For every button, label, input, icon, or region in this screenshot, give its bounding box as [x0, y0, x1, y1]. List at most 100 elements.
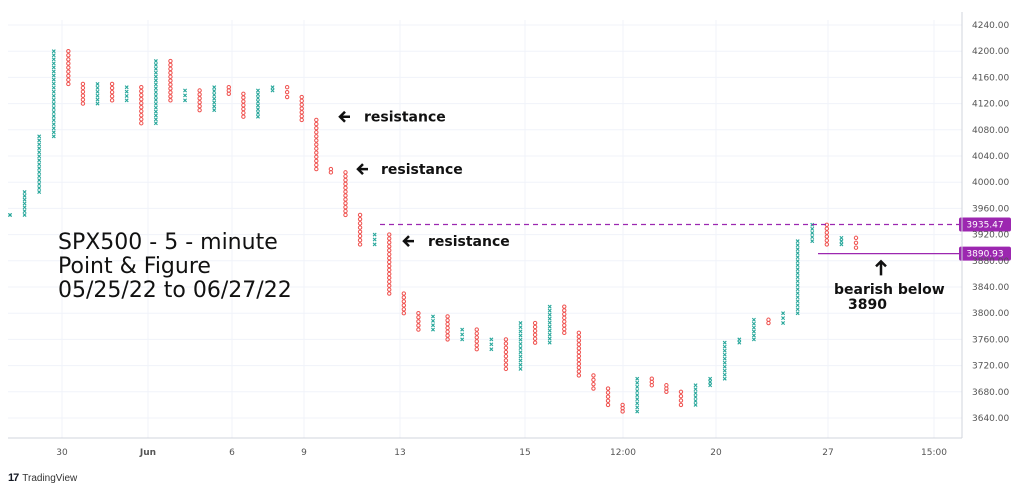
o-column — [766, 317, 771, 326]
o-box — [387, 248, 392, 253]
x-column — [95, 81, 100, 106]
x-column — [37, 134, 42, 195]
o-box — [168, 58, 173, 64]
x-box — [124, 98, 129, 103]
up-arrow-icon — [875, 259, 887, 276]
x-box — [795, 299, 800, 304]
o-box — [562, 323, 567, 328]
o-box — [503, 349, 509, 355]
x-box — [95, 81, 100, 86]
o-column — [343, 170, 348, 218]
o-box — [649, 376, 654, 381]
y-tick-label: 4200.00 — [972, 47, 1009, 57]
y-tick-label: 3760.00 — [972, 335, 1009, 345]
y-tick-label: 3720.00 — [972, 362, 1009, 372]
x-box — [22, 212, 27, 217]
x-box — [372, 232, 377, 237]
x-column — [255, 88, 260, 119]
y-tick-label: 4240.00 — [972, 21, 1009, 31]
x-box — [489, 337, 494, 342]
x-box — [153, 101, 158, 106]
x-box — [810, 230, 815, 235]
x-box — [635, 401, 640, 406]
o-box — [343, 197, 348, 202]
grid — [8, 20, 962, 438]
y-tick-label: 4040.00 — [972, 152, 1009, 162]
x-box — [518, 321, 523, 326]
x-box — [518, 329, 523, 334]
o-box — [562, 326, 567, 332]
x-box — [751, 337, 756, 342]
x-box — [708, 383, 713, 388]
x-box — [153, 109, 158, 114]
o-box — [474, 331, 479, 336]
o-box — [591, 386, 596, 391]
x-column — [737, 337, 742, 345]
x-box — [255, 114, 260, 119]
x-box — [547, 312, 552, 317]
o-box — [416, 311, 421, 316]
x-tick-label: 13 — [394, 448, 405, 458]
x-box — [37, 174, 42, 179]
o-box — [401, 311, 407, 316]
x-box — [547, 340, 552, 345]
x-box — [22, 197, 27, 202]
o-box — [503, 337, 509, 342]
x-box — [153, 105, 158, 110]
o-box — [401, 295, 407, 300]
y-tick-label: 3640.00 — [972, 414, 1009, 424]
o-column — [168, 58, 173, 103]
x-box — [153, 74, 158, 79]
o-box — [80, 97, 86, 102]
o-box — [445, 321, 450, 327]
x-box — [95, 97, 100, 102]
x-box — [212, 85, 217, 90]
x-box — [693, 398, 698, 403]
o-column — [109, 81, 115, 103]
o-box — [503, 341, 509, 346]
x-box — [722, 376, 727, 381]
o-box — [387, 283, 392, 288]
o-box — [387, 279, 392, 284]
x-box — [255, 103, 260, 108]
o-box — [678, 402, 684, 408]
x-box — [51, 126, 56, 131]
x-box — [255, 99, 260, 104]
x-box — [51, 85, 56, 90]
o-box — [824, 238, 830, 243]
x-box — [547, 320, 552, 325]
x-box — [722, 356, 727, 361]
price-badge-label: 3935.47 — [966, 220, 1003, 230]
x-column — [839, 235, 844, 247]
x-box — [124, 85, 129, 90]
x-tick-label: 9 — [301, 448, 307, 458]
tradingview-logo[interactable]: 17 TradingView — [8, 472, 77, 484]
o-box — [66, 69, 71, 74]
x-box — [212, 100, 217, 105]
x-box — [722, 368, 727, 373]
o-box — [416, 327, 421, 332]
o-box — [109, 81, 115, 87]
x-box — [37, 142, 42, 147]
o-box — [562, 304, 567, 309]
x-box — [212, 89, 217, 94]
x-box — [153, 70, 158, 75]
x-box — [518, 362, 523, 367]
o-box — [66, 53, 71, 58]
o-box — [824, 242, 830, 247]
o-box — [387, 252, 392, 257]
o-box — [80, 101, 86, 106]
x-box — [51, 93, 56, 98]
x-box — [635, 384, 640, 389]
x-tick-label: 12:00 — [610, 448, 636, 458]
o-box — [241, 106, 246, 112]
o-box — [343, 170, 348, 175]
x-box — [795, 263, 800, 268]
o-box — [299, 117, 304, 123]
annotation-label: resistance — [428, 234, 510, 250]
x-box — [635, 380, 640, 385]
x-box — [547, 316, 552, 321]
o-column — [591, 373, 596, 391]
x-box — [795, 303, 800, 308]
o-box — [343, 177, 348, 183]
